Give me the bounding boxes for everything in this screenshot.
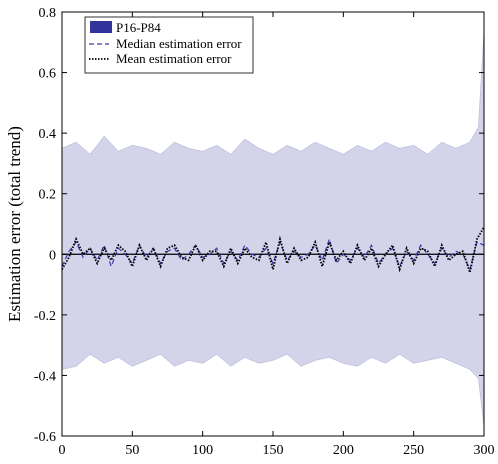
y-tick-label: 0.2	[39, 188, 57, 203]
series-line-0	[61, 237, 485, 272]
band-layer	[61, 30, 485, 427]
legend-entry-mean: Mean estimation error	[116, 51, 232, 66]
legend: P16-P84 Median estimation error Mean est…	[84, 16, 254, 74]
x-tick-label: 300	[474, 443, 495, 458]
band-p16-p84	[61, 30, 485, 427]
y-axis-label: Estimation error (total trend)	[5, 126, 24, 322]
legend-band-swatch	[90, 21, 112, 33]
y-tick-label: -0.2	[34, 309, 56, 324]
tick-layer: 0 50 100 150 200 250 300 -0.6 -0.4 -0.2 0 0.2 0.4 0.6…	[34, 6, 495, 458]
x-tick-label: 150	[263, 443, 284, 458]
y-tick-label: 0	[49, 248, 56, 263]
y-tick-label: 0.8	[39, 6, 57, 21]
series-layer	[61, 226, 485, 276]
y-tick-label: 0.6	[39, 67, 57, 82]
x-tick-label: 100	[192, 443, 213, 458]
x-tick-label: 250	[403, 443, 424, 458]
legend-entry-median: Median estimation error	[116, 36, 242, 51]
x-tick-label: 200	[333, 443, 354, 458]
x-tick-label: 50	[125, 443, 139, 458]
y-tick-label: 0.4	[39, 127, 57, 142]
y-tick-label: -0.6	[34, 430, 56, 445]
y-tick-label: -0.4	[34, 369, 56, 384]
legend-entry-band: P16-P84	[116, 20, 161, 35]
series-line-1	[61, 226, 485, 276]
x-tick-label: 0	[59, 443, 66, 458]
legend-box	[84, 16, 254, 74]
